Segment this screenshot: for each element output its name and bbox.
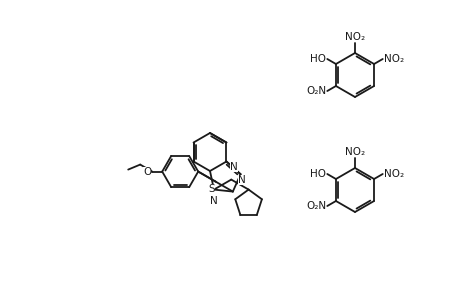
Text: N: N (210, 196, 218, 206)
Text: NO₂: NO₂ (384, 54, 404, 64)
Text: N: N (238, 175, 245, 185)
Text: N: N (230, 162, 238, 172)
Text: O: O (143, 166, 151, 177)
Text: NO₂: NO₂ (345, 147, 365, 157)
Text: S: S (208, 184, 214, 194)
Text: NO₂: NO₂ (384, 169, 404, 179)
Text: NO₂: NO₂ (345, 32, 365, 42)
Text: HO: HO (310, 169, 326, 179)
Text: O₂N: O₂N (306, 86, 326, 96)
Text: O₂N: O₂N (306, 201, 326, 211)
Text: HO: HO (310, 54, 326, 64)
